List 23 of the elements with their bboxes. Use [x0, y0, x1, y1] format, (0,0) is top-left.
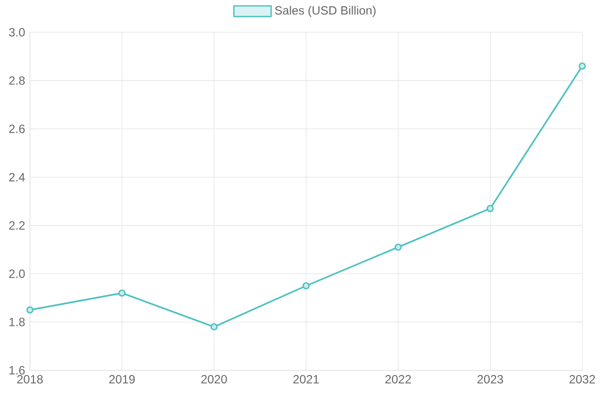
x-tick-label: 2020: [201, 374, 227, 384]
y-tick-label: 3.0: [9, 28, 25, 36]
x-tick-label: 2032: [570, 374, 595, 384]
point: [394, 243, 402, 251]
y-tick-label: 2.4: [9, 172, 25, 182]
point: [118, 289, 126, 297]
x-tick-label: 2022: [385, 374, 411, 384]
point: [486, 204, 494, 212]
point: [302, 282, 310, 290]
x-tick-label: 2021: [293, 374, 319, 384]
y-tick-label: 1.8: [10, 318, 25, 326]
point: [210, 323, 218, 330]
y-tick-label: 2.8: [9, 76, 25, 85]
x-tick-label: 2023: [477, 374, 503, 384]
y-tick-label: 2.6: [9, 124, 25, 133]
x-tick-label: 2019: [109, 374, 135, 384]
point: [26, 306, 34, 314]
y-tick-label: 1.6: [10, 366, 25, 374]
y-tick-label: 2.0: [9, 269, 25, 278]
y-tick-label: 2.2: [9, 221, 25, 230]
point: [578, 62, 586, 70]
x-tick-label: 2018: [17, 374, 43, 384]
legend-label: Sales (USD Billion): [275, 6, 376, 17]
